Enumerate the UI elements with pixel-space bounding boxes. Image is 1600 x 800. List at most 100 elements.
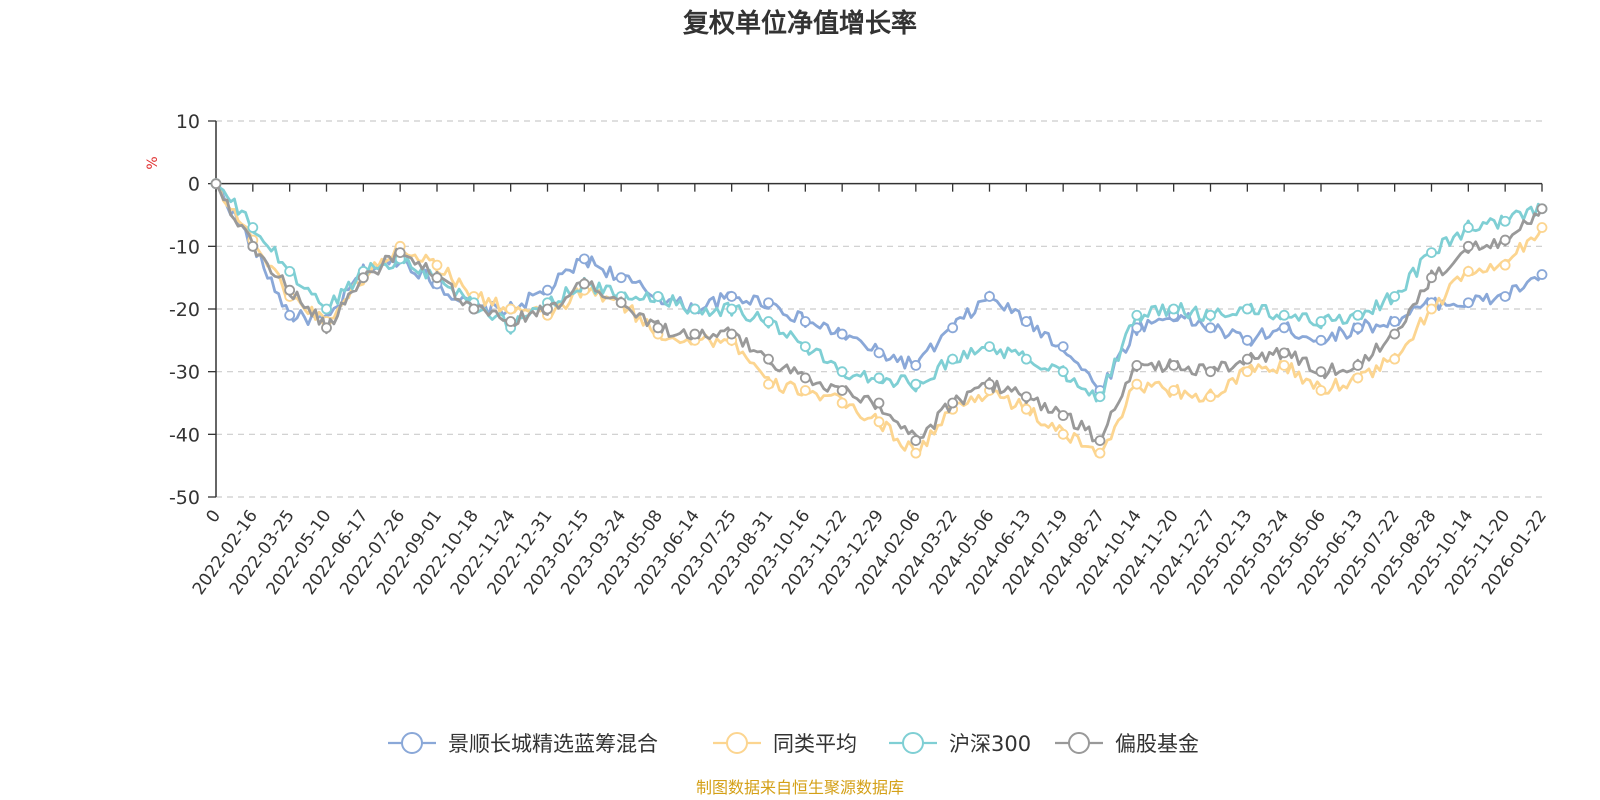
data-point[interactable] (1462, 240, 1474, 252)
data-point[interactable] (947, 322, 959, 334)
data-point[interactable] (763, 297, 774, 309)
data-point[interactable] (1462, 265, 1474, 277)
data-point[interactable] (689, 328, 701, 340)
data-point[interactable] (1352, 359, 1364, 371)
data-point[interactable] (1278, 347, 1290, 359)
data-point[interactable] (431, 272, 443, 284)
data-point[interactable] (468, 303, 480, 315)
data-point[interactable] (357, 272, 369, 284)
data-point[interactable] (394, 247, 406, 259)
data-point[interactable] (1020, 316, 1032, 327)
data-point[interactable] (763, 316, 774, 327)
data-point[interactable] (1020, 353, 1032, 365)
data-point[interactable] (1094, 391, 1106, 403)
legend-item[interactable]: 偏股基金 (1055, 732, 1199, 756)
data-point[interactable] (1389, 328, 1401, 340)
data-point[interactable] (431, 259, 443, 271)
data-point[interactable] (210, 178, 222, 190)
data-point[interactable] (247, 222, 259, 233)
legend[interactable]: 景顺长城精选蓝筹混合 同类平均 沪深300 偏股基金 (388, 732, 1199, 756)
data-point[interactable] (1389, 316, 1401, 327)
data-point[interactable] (1057, 428, 1069, 440)
data-point[interactable] (910, 447, 922, 459)
data-point[interactable] (1168, 303, 1180, 315)
data-point[interactable] (1205, 391, 1216, 403)
data-point[interactable] (1205, 366, 1216, 378)
data-point[interactable] (1168, 385, 1180, 396)
data-point[interactable] (947, 353, 959, 365)
data-point[interactable] (799, 316, 811, 327)
data-point[interactable] (1057, 410, 1069, 421)
data-point[interactable] (505, 316, 517, 327)
data-point[interactable] (1389, 291, 1401, 302)
data-point[interactable] (836, 366, 848, 378)
data-point[interactable] (873, 416, 885, 428)
data-point[interactable] (984, 291, 995, 302)
data-point[interactable] (763, 353, 774, 365)
data-point[interactable] (1278, 359, 1290, 371)
data-point[interactable] (321, 322, 332, 334)
data-point[interactable] (1241, 303, 1253, 315)
data-point[interactable] (689, 303, 701, 315)
data-point[interactable] (247, 240, 259, 252)
data-point[interactable] (799, 372, 811, 384)
data-point[interactable] (984, 341, 995, 353)
data-point[interactable] (910, 359, 922, 371)
data-point[interactable] (1462, 222, 1474, 233)
data-point[interactable] (910, 435, 922, 447)
data-point[interactable] (1057, 366, 1069, 378)
data-point[interactable] (1020, 403, 1032, 415)
data-point[interactable] (836, 328, 848, 340)
data-point[interactable] (1426, 303, 1437, 315)
data-point[interactable] (284, 284, 296, 296)
data-point[interactable] (1426, 272, 1437, 284)
legend-item[interactable]: 同类平均 (713, 732, 857, 756)
data-point[interactable] (1241, 366, 1253, 378)
data-point[interactable] (1352, 309, 1364, 321)
data-point[interactable] (1241, 353, 1253, 365)
data-point[interactable] (1205, 322, 1216, 334)
data-point[interactable] (1389, 353, 1401, 365)
data-point[interactable] (836, 385, 848, 396)
data-point[interactable] (873, 372, 885, 384)
data-point[interactable] (1057, 341, 1069, 353)
data-point[interactable] (1499, 259, 1511, 271)
data-point[interactable] (284, 309, 296, 321)
data-point[interactable] (1315, 366, 1327, 378)
data-point[interactable] (1131, 378, 1143, 390)
data-point[interactable] (1094, 447, 1106, 459)
data-point[interactable] (505, 303, 517, 315)
data-point[interactable] (873, 347, 885, 359)
data-point[interactable] (542, 284, 553, 296)
data-point[interactable] (1131, 309, 1143, 321)
data-point[interactable] (1168, 359, 1180, 371)
data-point[interactable] (1315, 316, 1327, 327)
data-point[interactable] (542, 303, 553, 315)
data-point[interactable] (1462, 297, 1474, 309)
data-point[interactable] (873, 397, 885, 409)
data-point[interactable] (763, 378, 774, 390)
data-point[interactable] (910, 378, 922, 390)
data-point[interactable] (284, 265, 296, 277)
data-point[interactable] (726, 303, 738, 315)
data-point[interactable] (799, 341, 811, 353)
data-point[interactable] (1536, 203, 1548, 215)
data-point[interactable] (1499, 234, 1511, 246)
data-point[interactable] (1499, 291, 1511, 302)
data-point[interactable] (1278, 322, 1290, 334)
data-point[interactable] (1131, 359, 1143, 371)
data-point[interactable] (652, 291, 664, 302)
data-point[interactable] (652, 322, 664, 334)
data-point[interactable] (1352, 372, 1364, 384)
data-point[interactable] (1020, 391, 1032, 403)
data-point[interactable] (1426, 247, 1437, 259)
data-point[interactable] (1278, 309, 1290, 321)
data-point[interactable] (1094, 435, 1106, 447)
data-point[interactable] (1205, 309, 1216, 321)
data-point[interactable] (615, 272, 627, 284)
legend-item[interactable]: 沪深300 (889, 732, 1031, 756)
data-point[interactable] (1315, 334, 1327, 346)
data-point[interactable] (1536, 222, 1548, 233)
data-point[interactable] (1315, 385, 1327, 396)
data-point[interactable] (836, 397, 848, 409)
